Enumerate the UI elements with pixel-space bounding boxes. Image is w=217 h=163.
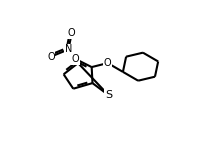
Text: O: O — [104, 58, 112, 68]
Text: N: N — [65, 44, 72, 54]
Text: S: S — [105, 90, 112, 100]
Text: O: O — [47, 52, 55, 62]
Text: O: O — [72, 54, 79, 64]
Text: O: O — [68, 28, 76, 38]
